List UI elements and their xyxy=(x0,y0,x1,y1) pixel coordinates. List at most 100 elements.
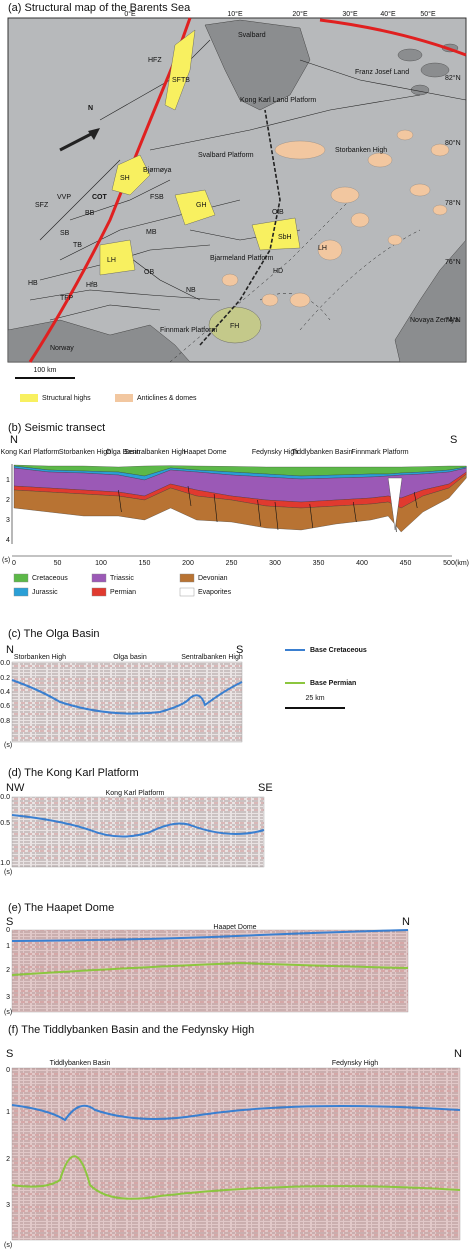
map-label: SH xyxy=(120,175,130,182)
map-label: HB xyxy=(28,280,38,287)
scale-label: 100 km xyxy=(34,367,57,374)
map-label: Svalbard xyxy=(238,32,266,39)
y-tick-label: 1 xyxy=(6,943,10,950)
map-label: LH xyxy=(107,257,116,264)
map-label: Norway xyxy=(50,345,74,352)
seismic-image xyxy=(11,796,265,868)
map-label: HfB xyxy=(86,282,98,289)
y-tick-label: 0.2 xyxy=(0,675,10,682)
panel-title: (a) Structural map of the Barents Sea xyxy=(8,2,191,14)
legend-label: Base Cretaceous xyxy=(310,647,367,654)
feature-label: Fedynsky High xyxy=(252,449,298,456)
structural-high xyxy=(174,189,216,226)
map-label: TFP xyxy=(60,295,74,302)
map-label: SFTB xyxy=(172,77,190,84)
dome xyxy=(396,129,414,141)
map-label: MB xyxy=(146,229,157,236)
feature-label: Storbanken High xyxy=(14,654,66,661)
map-label: SB xyxy=(60,230,70,237)
lon-label: 10°E xyxy=(227,10,243,18)
seismic-transect xyxy=(11,464,467,557)
structural-high xyxy=(99,239,136,276)
fault xyxy=(213,493,218,523)
axis-unit: (s) xyxy=(4,1242,12,1249)
structural-high xyxy=(111,154,151,196)
map-label: Storbanken High xyxy=(335,147,387,154)
dome xyxy=(430,143,450,157)
direction-label: N xyxy=(10,434,18,446)
feature-label: Tiddlybanken Basin xyxy=(50,1060,111,1067)
strata xyxy=(13,473,467,533)
y-tick-label: 0.8 xyxy=(0,718,10,725)
dome xyxy=(387,234,403,246)
feature-label: Sentralbanken High xyxy=(181,654,243,661)
lat-label: 74°N xyxy=(445,316,461,324)
legend-label: Structural highs xyxy=(42,395,91,402)
direction-label: S xyxy=(450,434,457,446)
fault xyxy=(413,491,418,509)
legend-swatch xyxy=(179,573,195,583)
direction-label: S xyxy=(236,644,243,656)
y-tick-label: 4 xyxy=(6,537,10,544)
y-tick-label: 0.0 xyxy=(0,660,10,667)
horizon xyxy=(11,1155,461,1200)
y-tick-label: 1 xyxy=(6,477,10,484)
map-label: VVP xyxy=(57,194,71,201)
horizon xyxy=(11,1104,461,1122)
dome xyxy=(409,183,431,197)
fault xyxy=(118,489,122,513)
map-label: Bjørnøya xyxy=(143,167,172,174)
lat-label: 80°N xyxy=(445,139,461,147)
map-label: FSB xyxy=(150,194,164,201)
y-tick-label: 1.0 xyxy=(0,860,10,867)
lat-label: 76°N xyxy=(445,258,461,266)
legend-swatch xyxy=(91,587,107,597)
feature-label: Haapet Dome xyxy=(183,449,226,456)
dome xyxy=(367,152,393,168)
legend-swatch xyxy=(115,394,133,402)
land xyxy=(394,239,467,363)
map xyxy=(7,17,467,379)
fault xyxy=(353,501,357,523)
structural-highs xyxy=(99,29,301,344)
panel-title: (e) The Haapet Dome xyxy=(8,902,114,914)
feature-label: Kong Karl Platform xyxy=(1,449,60,456)
direction-label: NW xyxy=(6,782,25,794)
map-label: COT xyxy=(92,194,108,201)
horizon xyxy=(11,814,265,838)
fault xyxy=(274,501,279,531)
horizon xyxy=(11,679,243,715)
dome xyxy=(289,292,311,308)
y-tick-label: 0.5 xyxy=(0,820,10,827)
lon-label: 0°E xyxy=(124,10,136,18)
map-label: OB xyxy=(144,269,154,276)
axis-unit: (s) xyxy=(4,1009,12,1016)
map-label: TB xyxy=(73,242,82,249)
legend-label: Triassic xyxy=(110,575,134,582)
direction-label: N xyxy=(454,1048,462,1060)
panel-title: (f) The Tiddlybanken Basin and the Fedyn… xyxy=(8,1024,254,1036)
direction-label: S xyxy=(6,1048,13,1060)
map-label: Bjarmeland Platform xyxy=(210,255,274,262)
feature-label: Storbanken High xyxy=(59,449,111,456)
horizon xyxy=(11,929,409,942)
panel-title: (d) The Kong Karl Platform xyxy=(8,767,139,779)
y-tick-label: 0 xyxy=(6,1067,10,1074)
map-label: NB xyxy=(186,287,196,294)
y-tick-label: 3 xyxy=(6,1202,10,1209)
dome xyxy=(330,186,360,204)
feature-label: Fedynsky High xyxy=(332,1060,378,1067)
north-arrow xyxy=(59,130,96,152)
x-tick-label: 200 xyxy=(182,560,194,567)
islands xyxy=(397,43,459,96)
y-tick-label: 2 xyxy=(6,497,10,504)
y-tick-label: 1 xyxy=(6,1109,10,1116)
direction-label: S xyxy=(6,916,13,928)
map-label: LH xyxy=(318,245,327,252)
legend-swatch xyxy=(13,587,29,597)
axis-unit: (s) xyxy=(4,742,12,749)
map-label: Novaya Zemlya xyxy=(410,317,459,324)
direction-label: SE xyxy=(258,782,273,794)
map-label: Svalbard Platform xyxy=(198,152,254,159)
legend-label: Cretaceous xyxy=(32,575,68,582)
